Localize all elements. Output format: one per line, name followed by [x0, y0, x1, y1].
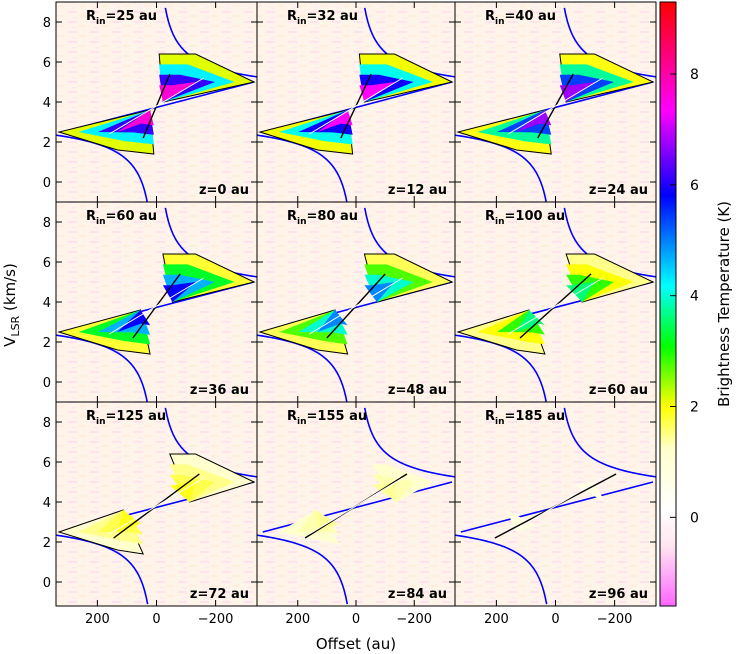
emission-lobe-red — [159, 82, 196, 102]
y-tick-label: 4 — [43, 96, 51, 111]
colorbar-tick-label: 4 — [690, 289, 699, 305]
y-axis-label: VLSR (km/s) — [1, 263, 22, 347]
colorbar: 0 2 4 6 8 — [659, 1, 699, 607]
panel-z-label: z=24 au — [589, 183, 648, 198]
x-tick-label: 0 — [551, 612, 559, 627]
pv-panel — [257, 2, 455, 202]
panel-background — [56, 2, 257, 202]
pv-panel — [455, 2, 656, 202]
colorbar-tick-label: 2 — [690, 400, 699, 416]
envelope-wedge — [460, 481, 654, 533]
panel-background — [455, 202, 656, 402]
panel-background — [455, 2, 656, 202]
emission-lobe-red — [571, 482, 605, 502]
colorbar-tick-label: 8 — [690, 67, 699, 83]
envelope-curve-lower — [257, 534, 349, 605]
y-tick-label: 6 — [43, 56, 51, 71]
pv-panel — [56, 2, 257, 202]
panel-rin-label: Rin=100 au — [485, 209, 565, 227]
emission-lobe-red — [559, 82, 595, 102]
envelope-wedge — [262, 481, 453, 533]
emission-lobe-red — [371, 482, 397, 502]
pv-panel — [455, 202, 656, 402]
panel-z-label: z=96 au — [589, 587, 648, 602]
panel-background — [455, 402, 656, 606]
midplane-line — [309, 77, 403, 135]
y-tick-label: 2 — [43, 136, 51, 151]
emission-lobe-blue — [516, 110, 552, 132]
x-tick-label: −200 — [597, 612, 633, 627]
emission-lobe-blue — [506, 510, 540, 532]
panels-layer — [56, 2, 656, 606]
midplane-line — [507, 477, 604, 535]
colorbar-tick-label: 6 — [690, 178, 699, 194]
midplane-line — [108, 77, 205, 135]
colorbar-gradient — [659, 1, 677, 607]
pv-panel — [257, 402, 455, 606]
x-axis-label: Offset (au) — [316, 635, 396, 653]
emission-lobe-blue — [496, 310, 545, 335]
y-tick-label: 8 — [43, 216, 51, 231]
envelope-curve-upper — [563, 407, 656, 478]
pv-panel — [56, 402, 257, 606]
panel-z-label: z=84 au — [388, 587, 447, 602]
emission-lobe-blue — [117, 310, 151, 332]
y-tick-label: 0 — [43, 376, 51, 391]
emission-lobe-blue — [117, 110, 154, 132]
x-tick-label: 0 — [352, 612, 360, 627]
midplane-line — [309, 477, 403, 535]
emission-lobe-red — [359, 82, 395, 102]
panel-background — [257, 402, 455, 606]
y-tick-label: 6 — [43, 456, 51, 471]
x-tick-label: 200 — [285, 612, 310, 627]
panel-z-label: z=60 au — [589, 383, 648, 398]
x-tick-label: −200 — [198, 612, 234, 627]
panel-rin-label: Rin=185 au — [485, 409, 565, 427]
y-tick-label: 6 — [43, 256, 51, 271]
pv-panel — [455, 402, 656, 606]
panel-rin-label: Rin=155 au — [287, 409, 367, 427]
panel-background — [257, 2, 455, 202]
panel-background — [56, 202, 257, 402]
midplane-line — [507, 277, 604, 335]
y-tick-label: 4 — [43, 496, 51, 511]
pv-panel — [56, 202, 257, 402]
y-tick-label: 2 — [43, 536, 51, 551]
y-tick-label: 0 — [43, 176, 51, 191]
midplane-line — [309, 277, 403, 335]
panel-z-label: z=72 au — [190, 587, 249, 602]
y-tick-label: 2 — [43, 336, 51, 351]
midplane-line — [108, 477, 205, 535]
panel-z-label: z=48 au — [388, 383, 447, 398]
panel-z-label: z=0 au — [199, 183, 249, 198]
envelope-curve-lower — [455, 534, 548, 605]
panel-background — [257, 202, 455, 402]
x-tick-label: 0 — [152, 612, 160, 627]
midplane-line — [507, 77, 604, 135]
x-tick-label: 200 — [85, 612, 110, 627]
panel-rin-label: Rin=125 au — [86, 409, 166, 427]
panel-z-label: z=12 au — [388, 183, 447, 198]
emission-lobe-blue — [317, 310, 348, 332]
emission-lobe-blue — [317, 110, 353, 132]
y-tick-label: 8 — [43, 416, 51, 431]
colorbar-label: Brightness Temperature (K) — [715, 201, 733, 407]
y-tick-label: 8 — [43, 16, 51, 31]
panel-z-label: z=36 au — [190, 383, 249, 398]
x-tick-label: 200 — [484, 612, 509, 627]
midplane-line — [108, 277, 205, 335]
y-tick-label: 0 — [43, 576, 51, 591]
envelope-curve-upper — [363, 407, 455, 478]
pv-panel — [257, 202, 455, 402]
y-tick-label: 4 — [43, 296, 51, 311]
colorbar-tick-label: 0 — [690, 510, 699, 526]
x-tick-label: −200 — [396, 612, 432, 627]
panel-background — [56, 402, 257, 606]
